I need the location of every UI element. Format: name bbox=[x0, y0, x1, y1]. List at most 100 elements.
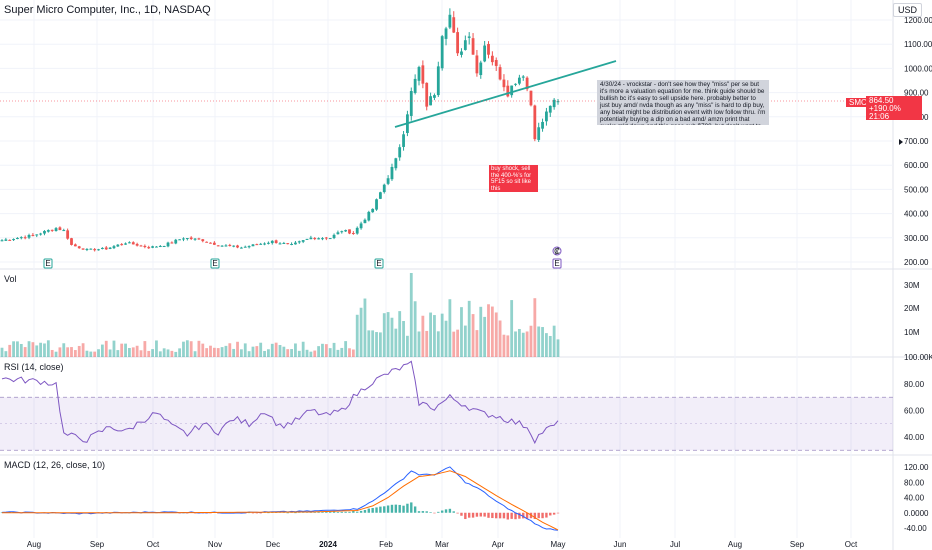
volume-bar bbox=[8, 344, 12, 357]
volume-bar bbox=[321, 343, 324, 357]
volume-bar bbox=[498, 320, 502, 357]
candle-body bbox=[371, 208, 375, 213]
volume-tick: 30M bbox=[904, 281, 920, 290]
rsi-label[interactable]: RSI (14, close) bbox=[4, 362, 64, 372]
macd-histogram-bar bbox=[417, 511, 421, 513]
volume-bar bbox=[120, 343, 124, 357]
macd-histogram-bar bbox=[286, 512, 289, 514]
volume-bar bbox=[375, 332, 378, 357]
macd-histogram-bar bbox=[514, 512, 517, 520]
volume-label[interactable]: Vol bbox=[4, 274, 17, 284]
candle-body bbox=[537, 127, 541, 140]
macd-histogram-bar bbox=[429, 512, 432, 513]
candle-body bbox=[239, 247, 243, 249]
macd-histogram-bar bbox=[12, 511, 15, 513]
volume-bar bbox=[348, 348, 351, 357]
volume-bar bbox=[371, 330, 375, 357]
volume-panel bbox=[0, 273, 560, 357]
volume-bar bbox=[143, 341, 147, 357]
candle-body bbox=[282, 242, 286, 244]
macd-histogram-bar bbox=[491, 512, 494, 519]
volume-bar bbox=[174, 351, 178, 357]
macd-histogram-bar bbox=[386, 505, 390, 513]
volume-bar bbox=[390, 317, 394, 357]
volume-bar bbox=[232, 348, 236, 357]
macd-histogram-bar bbox=[464, 512, 467, 520]
price-tick: 1100.00 bbox=[904, 40, 932, 49]
candle-body bbox=[108, 247, 112, 249]
volume-bar bbox=[131, 347, 135, 357]
macd-histogram-bar bbox=[537, 512, 540, 519]
candle-body bbox=[309, 237, 313, 240]
volume-bar bbox=[521, 332, 525, 357]
volume-bar bbox=[16, 341, 19, 357]
macd-histogram-bar bbox=[209, 512, 212, 514]
candle-body bbox=[448, 14, 452, 28]
volume-bar bbox=[212, 347, 216, 357]
volume-bar bbox=[510, 300, 514, 357]
volume-bar bbox=[43, 343, 46, 357]
candle-body bbox=[224, 245, 228, 247]
earnings-marker-label: E bbox=[376, 259, 381, 268]
macd-histogram-bar bbox=[483, 512, 486, 517]
time-tick: Sep bbox=[90, 540, 105, 549]
candle-body bbox=[0, 240, 4, 242]
volume-bar bbox=[35, 345, 39, 357]
macd-label[interactable]: MACD (12, 26, close, 10) bbox=[4, 460, 106, 470]
macd-histogram-bar bbox=[317, 511, 320, 513]
macd-histogram-bar bbox=[425, 511, 428, 513]
candle-body bbox=[286, 243, 290, 245]
volume-bar bbox=[444, 320, 448, 357]
macd-histogram-bar bbox=[383, 506, 386, 513]
macd-histogram-bar bbox=[437, 511, 440, 513]
volume-bar bbox=[421, 315, 425, 357]
candle-body bbox=[166, 242, 170, 247]
macd-histogram-bar bbox=[498, 512, 502, 519]
macd-histogram-bar bbox=[549, 512, 552, 516]
rsi-tick: 80.00 bbox=[904, 380, 925, 389]
time-tick: May bbox=[550, 540, 565, 549]
price-tick: 1000.00 bbox=[904, 64, 932, 73]
macd-histogram-bar bbox=[379, 506, 382, 513]
currency-badge[interactable]: USD bbox=[893, 3, 923, 17]
candle-body bbox=[378, 192, 382, 199]
volume-bar bbox=[4, 351, 8, 357]
volume-bar bbox=[324, 344, 328, 357]
macd-histogram-bar bbox=[402, 505, 405, 513]
candle-body bbox=[533, 105, 537, 140]
candle-body bbox=[290, 243, 293, 245]
macd-line bbox=[1, 466, 559, 531]
candle-body bbox=[12, 239, 15, 241]
volume-bar bbox=[278, 345, 282, 357]
volume-bar bbox=[351, 349, 355, 357]
macd-histogram-bar bbox=[475, 512, 479, 517]
candle-body bbox=[89, 248, 93, 250]
candle-body bbox=[363, 219, 367, 224]
volume-bar bbox=[487, 304, 490, 357]
macd-histogram-bar bbox=[510, 512, 513, 519]
volume-bar bbox=[112, 340, 116, 357]
candle-body bbox=[483, 45, 487, 62]
volume-bar bbox=[394, 328, 398, 357]
volume-bar bbox=[0, 347, 4, 357]
volume-bar bbox=[506, 335, 510, 357]
red-note[interactable]: buy shock, sell the 400-%'s for 5F15 so … bbox=[489, 165, 538, 192]
candle-body bbox=[270, 240, 274, 244]
volume-bar bbox=[378, 332, 382, 357]
candle-body bbox=[348, 229, 351, 234]
volume-bar bbox=[23, 347, 27, 357]
candle-body bbox=[305, 238, 309, 240]
candle-body bbox=[490, 55, 494, 63]
earnings-marker bbox=[210, 258, 220, 269]
candle-body bbox=[413, 78, 417, 93]
candle-body bbox=[394, 158, 398, 169]
volume-bar bbox=[85, 350, 89, 357]
candle-body bbox=[151, 246, 154, 248]
macd-histogram-bar bbox=[332, 511, 336, 513]
volume-bar bbox=[243, 343, 247, 357]
candle-body bbox=[351, 232, 355, 234]
price-tick: 200.00 bbox=[904, 258, 929, 267]
trade-note[interactable]: 4/30/24 - vrockstar - don't see how they… bbox=[597, 80, 769, 125]
candle-body bbox=[344, 230, 348, 232]
